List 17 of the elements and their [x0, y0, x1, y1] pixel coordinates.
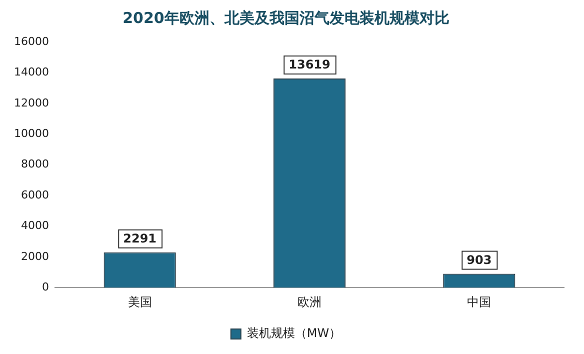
y-tick-label: 4000 [20, 219, 49, 232]
data-label: 13619 [288, 58, 330, 72]
x-tick-label: 中国 [467, 294, 492, 309]
y-tick-label: 2000 [20, 250, 49, 263]
y-tick-label: 16000 [14, 34, 49, 48]
data-label: 903 [466, 252, 492, 267]
legend-label: 装机规模（MW） [246, 326, 342, 340]
y-tick-label: 0 [42, 280, 49, 294]
data-label: 2291 [123, 232, 157, 246]
y-tick-label: 10000 [14, 126, 49, 140]
y-tick-label: 6000 [20, 188, 49, 202]
y-tick-label: 8000 [20, 158, 49, 171]
y-tick-label: 14000 [14, 66, 49, 79]
x-tick-label: 美国 [128, 294, 152, 309]
y-tick-label: 12000 [14, 96, 49, 110]
chart-title: 2020年欧洲、北美及我国沼气发电装机规模对比 [122, 8, 450, 27]
x-tick-label: 欧洲 [297, 294, 322, 309]
